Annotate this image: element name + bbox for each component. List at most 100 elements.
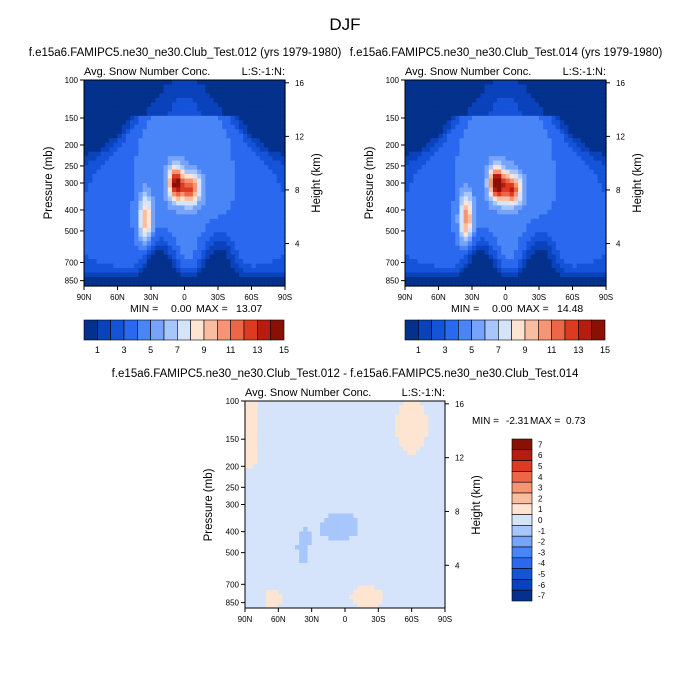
- field-cell: [184, 142, 190, 148]
- field-cell: [484, 102, 490, 108]
- field-cell: [113, 142, 119, 148]
- colorbar-label: 7: [496, 345, 501, 355]
- field-cell: [88, 124, 93, 130]
- field-cell: [274, 437, 279, 443]
- field-cell: [188, 174, 194, 180]
- field-cell: [92, 200, 98, 206]
- field-cell: [440, 405, 446, 411]
- field-cell: [572, 88, 578, 95]
- field-cell: [192, 111, 198, 117]
- field-cell: [261, 419, 267, 425]
- field-cell: [568, 97, 574, 103]
- field-cell: [601, 272, 607, 278]
- field-cell: [559, 93, 565, 99]
- field-cell: [255, 160, 261, 166]
- field-cell: [197, 245, 202, 251]
- field-cell: [176, 187, 181, 193]
- field-cell: [109, 160, 114, 166]
- field-cell: [163, 227, 169, 233]
- field-cell: [585, 138, 590, 144]
- field-cell: [188, 232, 194, 238]
- field-cell: [480, 263, 486, 269]
- field-cell: [218, 120, 223, 126]
- field-cell: [451, 120, 456, 126]
- field-cell: [180, 232, 186, 238]
- field-cell: [104, 250, 110, 256]
- field-cell: [171, 93, 177, 99]
- field-cell: [259, 241, 265, 247]
- field-cell: [180, 93, 186, 99]
- field-cell: [601, 277, 607, 283]
- field-cell: [104, 80, 110, 86]
- field-cell: [530, 196, 536, 202]
- field-cell: [378, 405, 384, 411]
- x-tick-label: 30S: [211, 293, 225, 302]
- field-cell: [205, 129, 211, 135]
- field-cell: [176, 263, 181, 269]
- field-cell: [159, 133, 165, 139]
- field-cell: [134, 97, 140, 103]
- field-cell: [526, 187, 532, 193]
- field-cell: [467, 120, 473, 126]
- field-cell: [264, 254, 269, 260]
- field-cell: [539, 151, 544, 157]
- field-cell: [472, 281, 477, 287]
- field-cell: [290, 414, 296, 420]
- field-cell: [411, 410, 417, 416]
- field-cell: [501, 214, 507, 220]
- field-cell: [155, 80, 160, 86]
- field-cell: [130, 218, 135, 224]
- field-cell: [201, 178, 207, 184]
- field-cell: [530, 115, 536, 121]
- field-cell: [564, 268, 569, 274]
- field-cell: [243, 106, 248, 112]
- field-cell: [315, 437, 321, 443]
- field-cell: [551, 200, 557, 206]
- field-cell: [522, 196, 528, 202]
- field-cell: [564, 254, 569, 260]
- field-cell: [534, 227, 540, 233]
- field-cell: [100, 84, 106, 90]
- field-cell: [576, 133, 582, 139]
- field-cell: [501, 88, 507, 95]
- field-cell: [264, 156, 269, 162]
- field-cell: [209, 227, 215, 233]
- field-cell: [159, 80, 165, 86]
- colorbar-box: [524, 319, 539, 341]
- field-cell: [559, 259, 565, 265]
- field-cell: [125, 80, 131, 86]
- field-cell: [188, 133, 194, 139]
- field-cell: [100, 196, 106, 202]
- field-cell: [413, 169, 419, 175]
- field-cell: [84, 156, 89, 162]
- field-cell: [159, 268, 165, 274]
- field-cell: [184, 241, 190, 247]
- field-cell: [213, 178, 219, 184]
- field-cell: [230, 191, 236, 198]
- field-cell: [268, 245, 274, 251]
- field-cell: [509, 245, 515, 251]
- field-cell: [247, 88, 253, 95]
- field-cell: [280, 245, 286, 251]
- field-cell: [501, 147, 507, 153]
- field-cell: [589, 138, 595, 144]
- field-cell: [205, 223, 211, 229]
- field-cell: [497, 259, 502, 265]
- field-cell: [484, 142, 490, 148]
- field-cell: [551, 196, 557, 202]
- field-cell: [601, 259, 607, 265]
- panel-1-ylabel: Pressure (mb): [43, 146, 55, 219]
- field-cell: [576, 169, 582, 175]
- field-cell: [218, 178, 223, 184]
- field-cell: [601, 80, 607, 86]
- field-cell: [522, 277, 528, 283]
- field-cell: [505, 227, 511, 233]
- field-cell: [222, 102, 227, 108]
- field-cell: [238, 277, 244, 283]
- field-cell: [467, 187, 473, 193]
- field-cell: [543, 223, 548, 229]
- field-cell: [405, 133, 410, 139]
- field-cell: [438, 147, 444, 153]
- field-cell: [403, 437, 409, 443]
- field-cell: [276, 133, 282, 139]
